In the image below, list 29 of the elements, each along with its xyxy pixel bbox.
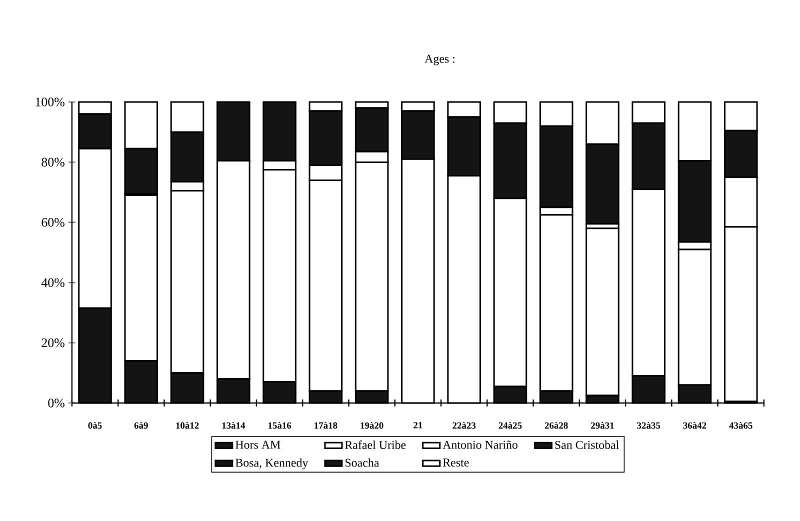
y-tick-label: 60% (42, 218, 64, 227)
legend-label: Hors AM (236, 440, 280, 449)
legend-label: Antonio Nariño (442, 440, 518, 449)
y-tick-label: 100% (36, 98, 64, 106)
legend-label: Reste (442, 458, 469, 467)
legend-label: Bosa, Kennedy (236, 458, 308, 470)
y-tick-label: 0% (48, 398, 64, 408)
y-tick-label: 20% (42, 338, 64, 348)
x-tick-label: 19à20 (360, 422, 384, 429)
x-tick-label: 26à28 (544, 422, 568, 429)
y-tick-label: 40% (41, 278, 64, 287)
legend-label: Soacha (345, 458, 380, 467)
x-tick-label: 13à14 (222, 422, 246, 429)
x-tick-label: 24à25 (498, 422, 522, 429)
x-tick-label: 17à18 (314, 422, 338, 429)
legend-label: Rafael Uribe (345, 440, 406, 450)
x-tick-label: 0à5 (88, 422, 102, 429)
x-tick-label: 29à31 (591, 422, 614, 429)
x-tick-label: 43à65 (729, 422, 752, 429)
x-tick-label: 21 (414, 422, 422, 428)
x-tick-label: 22à23 (452, 422, 476, 429)
y-tick-label: 80% (42, 158, 64, 167)
legend-label: San Cristobal (555, 440, 619, 449)
x-tick-label: 10à12 (176, 422, 199, 429)
chart-title: Ages : (424, 54, 454, 66)
x-tick-label: 15à16 (268, 422, 292, 429)
x-tick-label: 6à9 (134, 422, 148, 429)
x-tick-label: 36à42 (683, 422, 706, 429)
x-tick-label: 32à35 (637, 422, 660, 429)
